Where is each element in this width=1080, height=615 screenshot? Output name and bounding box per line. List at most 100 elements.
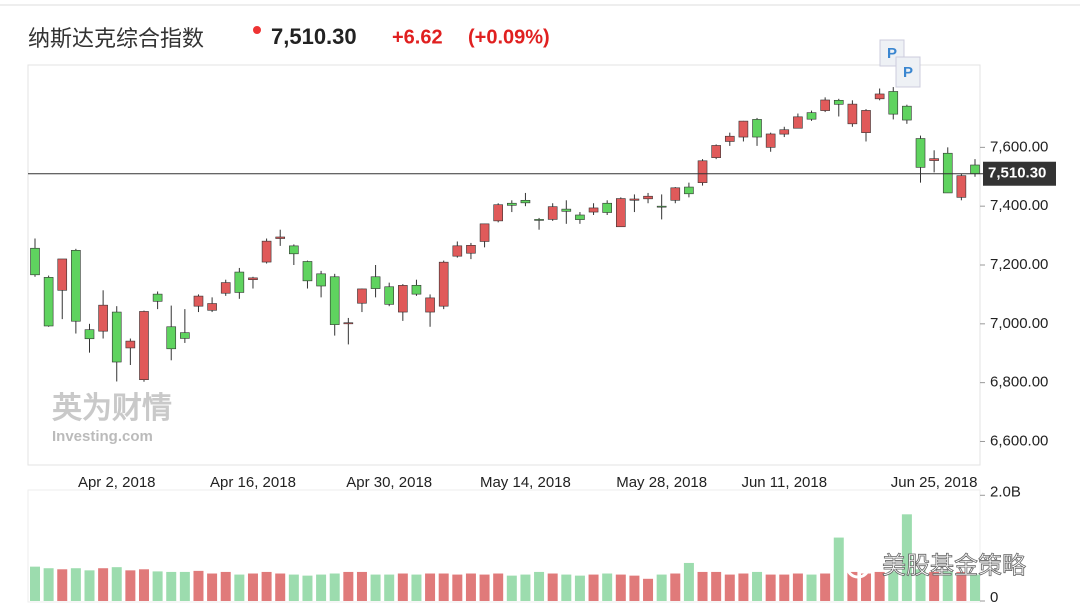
volume-bar [792,573,803,601]
volume-bar [220,571,231,601]
watermark: 英为财情 [52,392,172,425]
volume-bar [711,571,722,601]
volume-bar [43,568,54,601]
candle-body [207,303,217,311]
volume-bar [547,573,558,601]
candle-body [125,340,136,349]
candle-body [711,145,721,158]
volume-bar [370,574,381,601]
volume-bar [506,575,517,601]
volume-bar [275,573,286,601]
volume-bar [724,574,735,601]
candle-body [316,273,326,287]
candle-body [248,277,258,281]
volume-bar [397,573,408,601]
volume-bar [738,573,749,601]
volume-bar [425,573,436,601]
change-percent: (+0.09%) [468,26,550,48]
candle-body [30,247,40,276]
candle-body [806,112,817,120]
volume-bar [234,574,245,601]
candle-body [561,208,572,212]
volume-bar [656,574,667,601]
candle-body [370,276,381,289]
volume-bar [384,574,395,601]
change: +6.62 [392,26,443,48]
volume-bar [343,571,354,601]
price-tag [983,161,1056,186]
candle-body [643,195,653,200]
candle-body [343,322,354,325]
candle-body [765,133,776,148]
candle-body [902,105,912,121]
live-dot [253,26,261,34]
volume-bar [452,574,463,601]
watermark: 美股基金策略 [882,552,1026,579]
x-tick-label: Jun 11, 2018 [741,474,827,491]
volume-bar [98,568,109,601]
candle-body [534,219,544,221]
volume-bar [779,574,790,601]
volume-bar [561,574,572,601]
candle-body [261,240,272,263]
candle-body [111,311,122,363]
x-tick-label: Apr 2, 2018 [78,474,156,491]
candle-body [425,297,435,313]
candle-body [874,93,885,100]
volume-bar [125,570,136,601]
volume-bar [316,574,327,601]
candle-body [220,282,231,294]
candle-body [152,293,163,302]
y-tick-label: 7,400.00 [990,197,1048,214]
x-tick-label: Apr 16, 2018 [210,474,296,491]
candle-body [493,204,503,222]
volume-bar [697,571,708,601]
candle-body [289,245,299,255]
candle-body [670,187,681,201]
candle-body [275,236,286,239]
candle-body [357,288,367,304]
candle-body [752,119,762,138]
volume-bar [615,574,626,601]
volume-bar [111,567,122,601]
candle-body [724,135,735,142]
marker[interactable]: P [903,64,913,81]
volume-bar [643,578,654,601]
candle-body [180,332,190,339]
watermark: Investing.com [52,428,153,445]
candle-body [793,116,803,129]
volume-bar [765,574,776,601]
volume-bar [942,571,953,601]
marker[interactable]: P [887,45,897,62]
volume-bar [329,573,340,601]
volume-bar [588,574,599,601]
volume-bar [534,571,545,601]
candle-body [684,186,694,195]
candle-body [234,271,245,293]
y2-tick-label: 2.0B [990,483,1021,500]
y2-tick-label: 0 [990,589,998,606]
volume-bar [683,562,694,601]
candle-body [466,245,476,254]
volume-bar [57,569,68,601]
volume-bar [752,571,763,601]
volume-bar [629,575,640,601]
volume-bar [411,574,422,601]
volume-bar [833,537,844,601]
volume-bar [356,571,367,601]
volume-bar [820,573,831,601]
candle-body [956,175,967,198]
volume-bar [847,571,858,601]
x-tick-label: May 28, 2018 [616,474,707,491]
candle-body [98,304,108,332]
y-tick-label: 6,600.00 [990,432,1048,449]
volume-bar [520,574,531,601]
volume-bar [874,571,885,601]
volume-bar [152,571,163,601]
y-tick-label: 7,000.00 [990,315,1048,332]
candle-body [861,110,871,133]
candle-body [520,199,531,204]
candle-body [738,120,749,138]
volume-bar [166,571,177,601]
